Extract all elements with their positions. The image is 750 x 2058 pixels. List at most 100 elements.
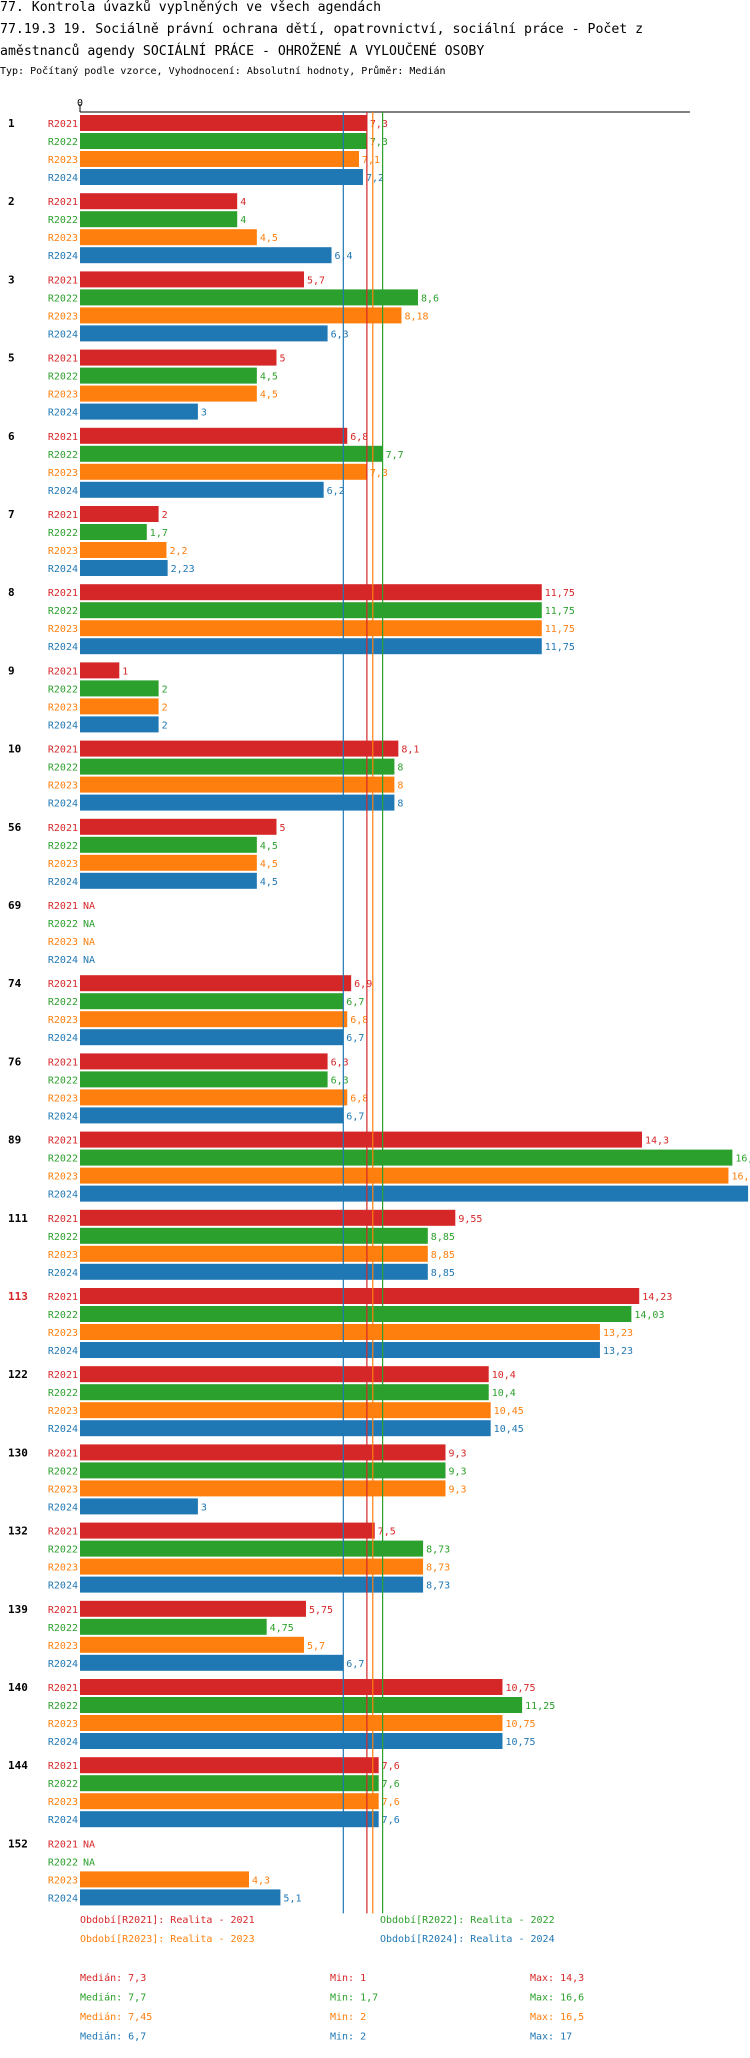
data-label: 7,6 [382, 1797, 400, 1808]
series-label: R2022 [48, 1701, 78, 1712]
series-label: R2023 [48, 1484, 78, 1495]
series-label: R2024 [48, 1502, 78, 1513]
data-label: 8 [397, 799, 403, 810]
data-label: 7,2 [366, 173, 384, 184]
bar [80, 247, 332, 264]
data-label: 7,3 [370, 468, 388, 479]
data-label: 4,75 [270, 1623, 294, 1634]
data-label: 16,5 [731, 1172, 750, 1183]
bar [80, 403, 198, 420]
data-label: 9,55 [458, 1214, 482, 1225]
bar [80, 1775, 379, 1792]
category-label: 144 [8, 1759, 28, 1772]
series-label: R2023 [48, 468, 78, 479]
bar [80, 1167, 729, 1184]
series-label: R2021 [48, 1839, 78, 1850]
bar [80, 872, 257, 889]
series-label: R2024 [48, 955, 78, 966]
category-label: 1 [8, 117, 15, 130]
data-label: 2,2 [169, 546, 187, 557]
series-label: R2022 [48, 293, 78, 304]
chart-title-line-3: aměstnanců agendy SOCIÁLNÍ PRÁCE - OHROŽ… [0, 44, 485, 59]
bar [80, 1871, 249, 1888]
category-label: 152 [8, 1837, 28, 1850]
series-label: R2022 [48, 215, 78, 226]
data-label: 6,7 [346, 997, 364, 1008]
data-label: 6,8 [350, 1015, 368, 1026]
category-label: 8 [8, 586, 15, 599]
category-label: 76 [8, 1055, 22, 1068]
data-label: 7,5 [378, 1527, 396, 1538]
data-label: 8 [397, 781, 403, 792]
data-label: 14,03 [634, 1310, 664, 1321]
series-label: R2022 [48, 684, 78, 695]
bar [80, 151, 360, 167]
series-label: R2023 [48, 702, 78, 713]
data-label: 10,45 [494, 1406, 524, 1417]
data-label: 8,6 [421, 293, 439, 304]
bar [80, 367, 257, 384]
series-label: R2022 [48, 1154, 78, 1165]
data-label: 8,73 [426, 1545, 450, 1556]
series-label: R2023 [48, 1172, 78, 1183]
series-label: R2022 [48, 450, 78, 461]
bar [80, 662, 120, 679]
category-label: 140 [8, 1681, 28, 1694]
bar [80, 620, 542, 637]
data-label: 8,85 [431, 1232, 455, 1243]
data-label: 1 [122, 666, 128, 677]
series-label: R2021 [48, 823, 78, 834]
series-label: R2021 [48, 1605, 78, 1616]
bar [80, 271, 305, 288]
bar [80, 1793, 379, 1810]
data-label: 6,7 [346, 1659, 364, 1670]
category-label: 111 [8, 1212, 28, 1225]
series-label: R2022 [48, 997, 78, 1008]
series-label: R2023 [48, 1015, 78, 1026]
bar [80, 854, 257, 871]
series-label: R2022 [48, 919, 78, 930]
data-label: 4 [240, 197, 246, 208]
series-label: R2023 [48, 937, 78, 948]
series-label: R2024 [48, 1815, 78, 1826]
data-label: 14,3 [645, 1136, 669, 1147]
data-label: 6,7 [346, 1111, 364, 1122]
data-label: 4,5 [260, 233, 278, 244]
data-label: NA [83, 1857, 95, 1868]
stat-max: Max: 16,5 [530, 2012, 584, 2023]
series-label: R2024 [48, 1893, 78, 1904]
bar [80, 1679, 503, 1695]
series-label: R2024 [48, 408, 78, 419]
bar [80, 349, 277, 366]
data-label: 6,3 [331, 329, 349, 340]
bar [80, 1420, 491, 1437]
data-label: 7,6 [382, 1779, 400, 1790]
bar [80, 716, 159, 733]
series-label: R2021 [48, 1292, 78, 1303]
bar [80, 1576, 424, 1593]
series-label: R2024 [48, 877, 78, 888]
bar [80, 1522, 375, 1539]
series-label: R2024 [48, 251, 78, 262]
bar [80, 794, 395, 811]
series-label: R2022 [48, 1388, 78, 1399]
bar [80, 1306, 632, 1322]
series-label: R2021 [48, 1683, 78, 1694]
category-label: 7 [8, 508, 15, 521]
bar [80, 325, 328, 342]
series-label: R2021 [48, 197, 78, 208]
data-label: 5 [280, 354, 286, 365]
bar [80, 1288, 640, 1304]
bar [80, 307, 402, 324]
bar [80, 1480, 446, 1497]
data-label: 10,4 [492, 1370, 516, 1381]
series-label: R2024 [48, 329, 78, 340]
category-label: 2 [8, 195, 15, 208]
stat-median: Medián: 6,7 [80, 2031, 146, 2043]
category-label: 139 [8, 1603, 28, 1616]
legend-entry: Období[R2021]: Realita - 2021 [80, 1914, 255, 1926]
bar [80, 993, 344, 1010]
data-label: 9,3 [448, 1448, 466, 1459]
data-label: 2 [162, 720, 168, 731]
series-label: R2023 [48, 624, 78, 635]
